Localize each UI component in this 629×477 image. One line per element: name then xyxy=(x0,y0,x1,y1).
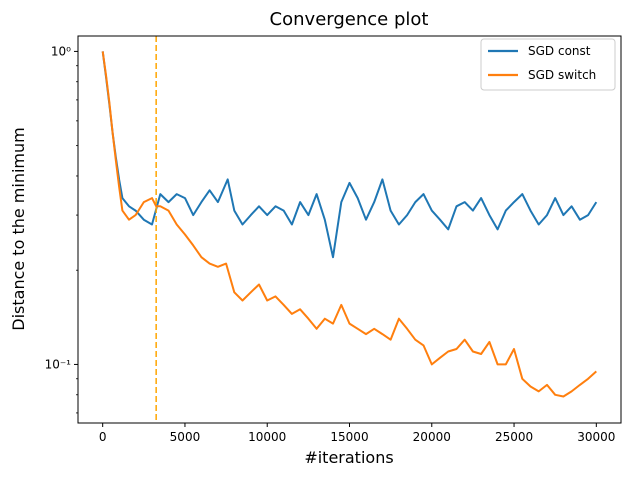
series-line-sgd-switch xyxy=(101,51,597,398)
y-axis: 10⁻¹ 10⁰ xyxy=(45,44,78,414)
x-axis-title: #iterations xyxy=(304,448,393,467)
legend-label-sgd-const: SGD const xyxy=(528,44,591,58)
y-tick-label: 10⁻¹ xyxy=(45,357,72,371)
x-tick-label: 0 xyxy=(99,430,107,444)
x-tick-label: 5000 xyxy=(170,430,201,444)
y-axis-title: Distance to the minimum xyxy=(9,127,28,330)
legend-label-sgd-switch: SGD switch xyxy=(528,68,596,82)
plot-area xyxy=(101,36,598,423)
x-tick-label: 30000 xyxy=(577,430,615,444)
x-tick-label: 10000 xyxy=(248,430,286,444)
x-tick-label: 15000 xyxy=(330,430,368,444)
x-tick-label: 25000 xyxy=(495,430,533,444)
chart-title: Convergence plot xyxy=(270,9,429,30)
y-tick-label: 10⁰ xyxy=(51,44,71,58)
x-tick-label: 20000 xyxy=(413,430,451,444)
x-axis: 0 5000 10000 15000 20000 25000 30000 xyxy=(99,423,615,444)
legend: SGD const SGD switch xyxy=(480,38,616,91)
series-line-sgd-const xyxy=(101,51,598,259)
